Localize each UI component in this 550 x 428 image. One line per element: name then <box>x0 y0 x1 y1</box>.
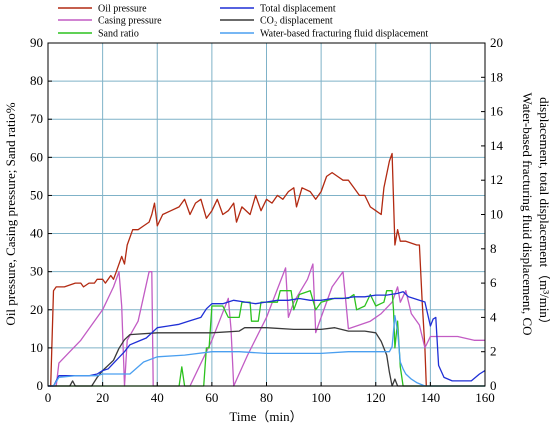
series-line-water-based-fracturing-fluid-displacement <box>48 315 485 387</box>
x-tick-label: 120 <box>366 390 386 405</box>
y-right-tick-label: 18 <box>490 69 503 84</box>
y-right-tick-label: 16 <box>490 104 504 119</box>
x-axis-ticks: 0 20 40 60 80 100 120 140 160 <box>45 382 495 405</box>
x-tick-label: 40 <box>151 390 164 405</box>
y-right-tick-label: 14 <box>490 138 504 153</box>
y-right-axis-title-line-2: displacement, total displacement（m³/min） <box>537 97 550 331</box>
series-layer <box>48 152 486 387</box>
legend-label-sand-ratio: Sand ratio <box>98 29 139 40</box>
x-tick-label: 160 <box>475 390 495 405</box>
y-right-tick-label: 10 <box>490 207 503 222</box>
y-right-axis-title-line-1: Water-based fracturing fluid displacemen… <box>520 92 535 335</box>
x-tick-label: 20 <box>96 390 109 405</box>
legend-label-water-based-fracturing-fluid-displacement: Water-based fracturing fluid displacemen… <box>260 29 428 40</box>
x-tick-label: 60 <box>205 390 218 405</box>
y-left-tick-label: 50 <box>30 187 43 202</box>
y-right-axis-ticks: 0 2 4 6 8 10 12 14 16 18 20 <box>481 35 504 393</box>
y-left-axis-ticks: 0 10 20 30 40 50 60 70 80 90 <box>30 35 52 393</box>
y-left-tick-label: 70 <box>30 111 43 126</box>
y-right-tick-label: 2 <box>490 344 497 359</box>
y-left-tick-label: 20 <box>30 302 43 317</box>
x-tick-label: 80 <box>260 390 273 405</box>
y-right-tick-label: 0 <box>490 378 497 393</box>
y-right-tick-label: 12 <box>490 172 503 187</box>
y-right-tick-label: 4 <box>490 309 497 324</box>
y-right-tick-label: 8 <box>490 241 497 256</box>
x-tick-label: 0 <box>45 390 52 405</box>
legend-label-total-displacement: Total displacement <box>260 4 336 15</box>
series-line-co-displacement <box>48 327 485 387</box>
legend-label-oil-pressure: Oil pressure <box>98 4 147 15</box>
y-left-tick-label: 60 <box>30 149 43 164</box>
series-line-total-displacement <box>48 291 486 387</box>
grid <box>48 43 485 386</box>
x-axis-title: Time（min） <box>229 409 302 424</box>
y-left-tick-label: 0 <box>37 378 44 393</box>
legend: Oil pressure Total displacement Casing pre… <box>58 4 428 40</box>
y-right-tick-label: 20 <box>490 35 503 50</box>
y-right-tick-label: 6 <box>490 275 497 290</box>
legend-label-casing-pressure: Casing pressure <box>98 16 162 27</box>
x-tick-label: 140 <box>421 390 441 405</box>
series-line-oil-pressure <box>48 152 427 387</box>
y-left-axis-title: Oil pressure, Casing pressure; Sand rati… <box>3 102 18 325</box>
legend-label-co-displacement: CO₂ displacement <box>260 16 333 27</box>
series-line-sand-ratio <box>48 290 485 387</box>
y-left-tick-label: 80 <box>30 73 43 88</box>
y-left-tick-label: 90 <box>30 35 43 50</box>
y-left-tick-label: 40 <box>30 226 43 241</box>
y-left-tick-label: 30 <box>30 264 43 279</box>
y-left-tick-label: 10 <box>30 340 43 355</box>
x-tick-label: 100 <box>311 390 331 405</box>
